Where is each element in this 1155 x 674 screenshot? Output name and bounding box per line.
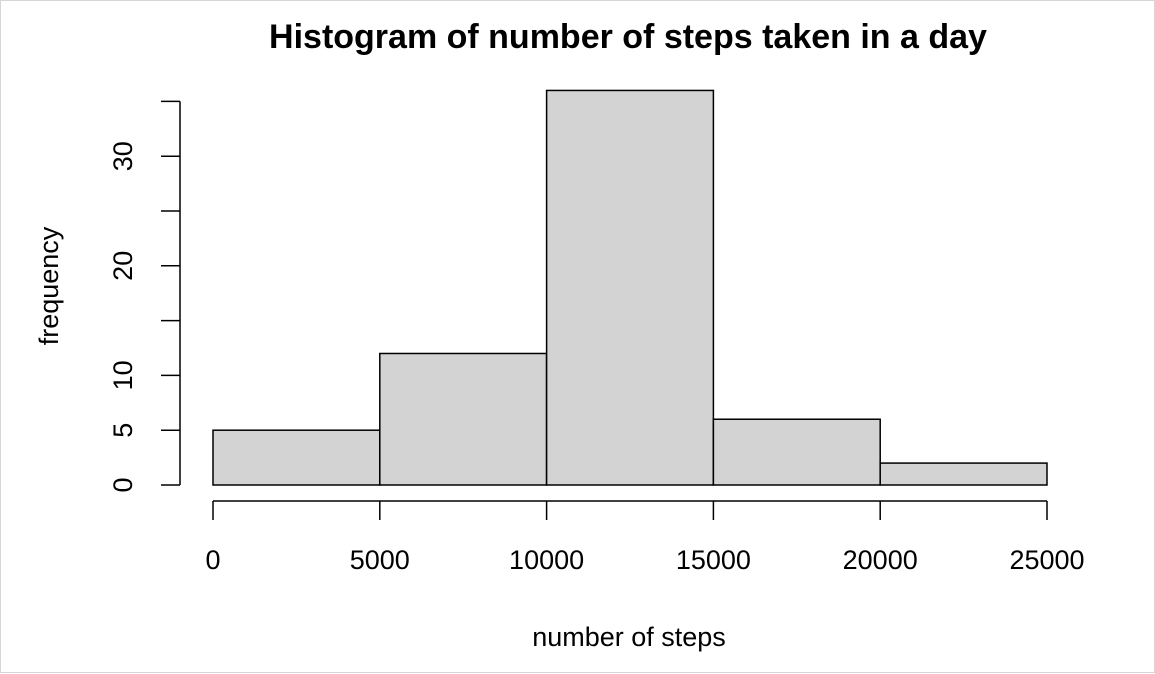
y-tick-label: 20 (108, 251, 138, 281)
x-tick-label: 0 (205, 545, 220, 575)
y-tick-label: 0 (108, 477, 138, 492)
x-tick-label: 10000 (509, 545, 584, 575)
x-tick-label: 20000 (843, 545, 918, 575)
histogram-bar (545, 89, 715, 486)
bars-group (212, 89, 1048, 486)
histogram-bar (212, 429, 381, 486)
histogram-bar (379, 352, 548, 486)
y-tick-label: 30 (108, 141, 138, 171)
histogram-bar (879, 462, 1048, 486)
x-tick-label: 15000 (676, 545, 751, 575)
y-tick-label: 5 (108, 423, 138, 438)
x-tick-label: 25000 (1009, 545, 1084, 575)
chart-title: Histogram of number of steps taken in a … (269, 18, 987, 56)
y-axis: 0 5 10 20 30 (108, 100, 181, 493)
x-axis-label: number of steps (532, 622, 726, 652)
y-tick-label: 10 (108, 360, 138, 390)
x-tick-label: 5000 (350, 545, 410, 575)
x-axis: 0 5000 10000 15000 20000 25000 (205, 500, 1085, 575)
histogram-bar (712, 418, 881, 486)
y-axis-label: frequency (34, 226, 64, 345)
